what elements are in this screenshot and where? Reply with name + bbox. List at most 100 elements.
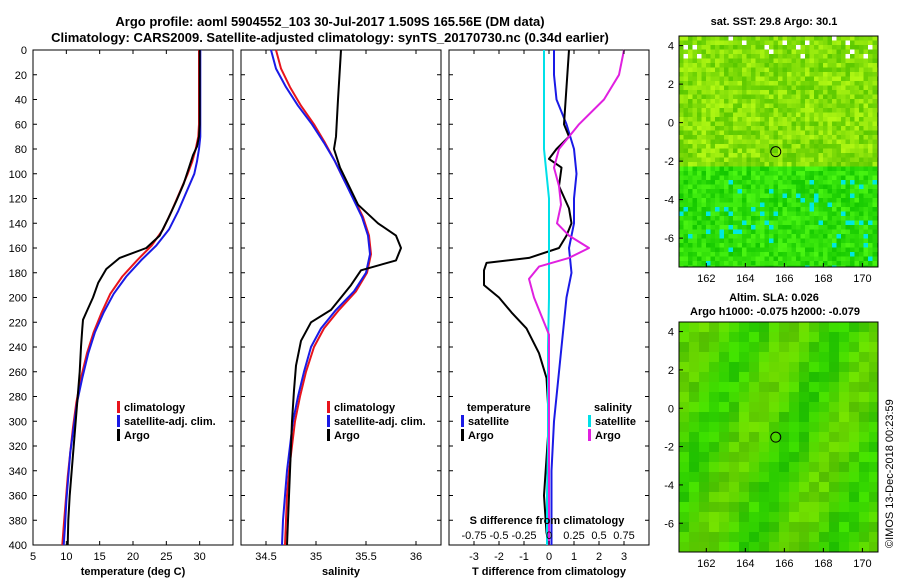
map-cell [724, 256, 729, 261]
map-cell [850, 229, 855, 234]
map-cell [800, 90, 805, 95]
map-cell [872, 198, 877, 203]
map-cell [737, 90, 742, 95]
map-cell [746, 81, 751, 86]
map-cell [841, 229, 846, 234]
map-cell [719, 72, 724, 77]
map-cell [823, 54, 828, 59]
map-cell [710, 261, 715, 266]
map-cell [859, 392, 869, 402]
map-cell [791, 99, 796, 104]
map-cell [729, 472, 739, 482]
map-cell [787, 126, 792, 131]
map-cell [742, 207, 747, 212]
map-cell [841, 103, 846, 108]
map-cell [778, 211, 783, 216]
map-cell [841, 90, 846, 95]
map-cell [872, 121, 877, 126]
map-cell [739, 392, 749, 402]
map-cell [692, 135, 697, 140]
map-cell [814, 40, 819, 45]
map-cell [832, 148, 837, 153]
map-cell [749, 362, 759, 372]
map-cell [719, 372, 729, 382]
map-cell [787, 49, 792, 54]
map-cell [829, 402, 839, 412]
map-cell [737, 193, 742, 198]
map-cell [859, 184, 864, 189]
map-cell [778, 67, 783, 72]
map-cell [709, 532, 719, 542]
map-cell [751, 112, 756, 117]
map-cell [868, 225, 873, 230]
map-cell [769, 153, 774, 158]
map-cell [799, 532, 809, 542]
map-cell [760, 40, 765, 45]
map-cell [746, 72, 751, 77]
map-cell [809, 36, 814, 41]
map-cell [827, 184, 832, 189]
map-cell [818, 225, 823, 230]
map-cell [845, 162, 850, 167]
map-cell [773, 40, 778, 45]
map-cell [710, 225, 715, 230]
map-cell [710, 99, 715, 104]
map-cell [710, 121, 715, 126]
map-cell [737, 36, 742, 41]
map-cell [751, 90, 756, 95]
map-cell [859, 166, 864, 171]
map-cell [699, 372, 709, 382]
map-cell [710, 189, 715, 194]
map-cell [746, 112, 751, 117]
map-cell [789, 322, 799, 332]
map-cell [773, 198, 778, 203]
map-cell [755, 216, 760, 221]
map-cell [800, 54, 805, 59]
map-cell [854, 81, 859, 86]
map-cell [729, 332, 739, 342]
map-cell [733, 45, 738, 50]
map-cell [869, 392, 878, 402]
map-cell [854, 126, 859, 131]
map-cell [692, 261, 697, 266]
map-cell [787, 238, 792, 243]
map-cell [773, 49, 778, 54]
map-cell [733, 175, 738, 180]
map-cell [683, 85, 688, 90]
map-cell [791, 261, 796, 266]
map-cell [814, 202, 819, 207]
map-cell [692, 45, 697, 50]
map-cell [719, 130, 724, 135]
map-cell [796, 117, 801, 122]
map-cell [715, 256, 720, 261]
map-cell [778, 108, 783, 113]
map-cell [706, 234, 711, 239]
map-cell [715, 103, 720, 108]
map-cell [823, 139, 828, 144]
map-cell [769, 256, 774, 261]
map-cell [692, 130, 697, 135]
map-cell [823, 36, 828, 41]
map-cell [823, 153, 828, 158]
map-cell [863, 162, 868, 167]
map-cell [699, 332, 709, 342]
depth-tick-label: 100 [9, 169, 27, 181]
map-cell [697, 175, 702, 180]
map-cell [799, 472, 809, 482]
map-cell [809, 184, 814, 189]
map-cell [787, 135, 792, 140]
map-cell [764, 166, 769, 171]
map-cell [710, 58, 715, 63]
map-cell [850, 256, 855, 261]
map-cell [845, 117, 850, 122]
map-cell [769, 54, 774, 59]
map-cell [782, 121, 787, 126]
map-cell [791, 103, 796, 108]
map-cell [679, 144, 684, 149]
map-cell [845, 90, 850, 95]
map-cell [809, 157, 814, 162]
map-cell [859, 472, 869, 482]
map-cell [809, 112, 814, 117]
map-cell [839, 372, 849, 382]
map-cell [800, 121, 805, 126]
